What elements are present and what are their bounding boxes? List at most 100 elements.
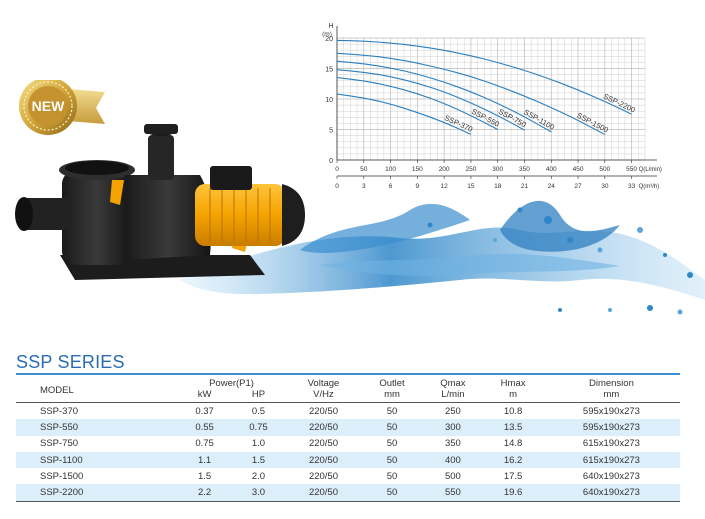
x-tick-label-lmin: 150 xyxy=(412,166,423,173)
cell-voltage: 220/50 xyxy=(308,405,338,417)
chart-axes xyxy=(336,26,657,179)
x-tick-label-lmin: 50 xyxy=(360,166,368,173)
header-hmax: Hmax xyxy=(483,373,543,389)
cell-hmax: 14.8 xyxy=(503,438,523,450)
x-tick-label-m3h: 27 xyxy=(574,183,582,190)
cell-hp: 3.0 xyxy=(231,484,286,502)
cell-hp: 0.75 xyxy=(231,419,286,436)
series-title: SSP SERIES xyxy=(16,352,125,372)
cell-hp: 1.0 xyxy=(251,438,266,450)
x-tick-label-m3h: 33 xyxy=(628,183,636,190)
y-tick-label: 0 xyxy=(329,158,333,165)
cell-dimension: 640x190x273 xyxy=(582,470,640,482)
cell-hp: 0.5 xyxy=(251,405,266,417)
cell-outlet: 50 xyxy=(361,419,423,436)
spec-table: MODEL Power(P1) Voltage Outlet Qmax Hmax… xyxy=(16,373,680,502)
x-tick-label-lmin: 0 xyxy=(335,166,339,173)
y-tick-label: 10 xyxy=(325,97,333,104)
cell-model: SSP-1500 xyxy=(40,470,84,482)
cell-model: SSP-2200 xyxy=(16,484,178,502)
cell-voltage: 220/50 xyxy=(285,451,362,469)
water-splash xyxy=(180,200,705,315)
header-qmax-unit: L/min xyxy=(422,389,484,403)
cell-hmax: 10.8 xyxy=(503,405,523,417)
x-tick-label-m3h: 24 xyxy=(548,183,556,190)
x-tick-label-lmin: 450 xyxy=(573,166,584,173)
cell-kw: 0.37 xyxy=(195,405,214,417)
series-line-ssp-1500 xyxy=(336,52,606,135)
cell-outlet: 50 xyxy=(386,405,398,417)
series-line-ssp-750 xyxy=(336,69,525,131)
cell-kw: 0.75 xyxy=(195,438,214,450)
y-tick-label: 20 xyxy=(325,36,333,43)
cell-hp: 1.5 xyxy=(231,451,286,469)
cell-voltage: 220/50 xyxy=(308,438,338,450)
pump-product-image xyxy=(15,124,305,280)
cell-dimension: 615x190x273 xyxy=(582,438,640,450)
x-tick-label-m3h: 9 xyxy=(416,183,420,190)
header-hmax-unit: m xyxy=(483,389,543,403)
header-power: Power(P1) xyxy=(177,373,286,389)
cell-dimension: 615x190x273 xyxy=(542,451,680,469)
header-dimension: Dimension xyxy=(542,373,680,389)
cell-kw: 1.5 xyxy=(197,470,212,482)
cell-outlet: 50 xyxy=(386,470,398,482)
y-axis-label: H xyxy=(328,23,333,30)
table-row: SSP-370 0.37 0.5 220/50 50 250 10.8 595x… xyxy=(16,403,680,420)
cell-voltage: 220/50 xyxy=(308,470,338,482)
x-tick-label-lmin: 400 xyxy=(546,166,557,173)
header-outlet-unit: mm xyxy=(361,389,423,403)
cell-model: SSP-550 xyxy=(16,419,178,436)
table-row: SSP-2200 2.2 3.0 220/50 50 550 19.6 640x… xyxy=(16,484,680,502)
x-tick-label-m3h: 30 xyxy=(601,183,609,190)
cell-qmax: 400 xyxy=(422,451,484,469)
y-tick-label: 15 xyxy=(325,67,333,74)
header-qmax: Qmax xyxy=(422,373,484,389)
x-tick-label-m3h: 21 xyxy=(521,183,529,190)
cell-outlet: 50 xyxy=(361,451,423,469)
cell-kw: 0.55 xyxy=(177,419,232,436)
header-voltage-unit: V/Hz xyxy=(285,389,362,403)
x-axis-label-m3h: Q(m³/h) xyxy=(639,184,660,190)
header-dimension-unit: mm xyxy=(542,389,680,403)
header-hp: HP xyxy=(231,389,286,403)
cell-hp: 2.0 xyxy=(251,470,266,482)
cell-model: SSP-1100 xyxy=(16,451,178,469)
cell-dimension: 595x190x273 xyxy=(542,419,680,436)
table-row: SSP-550 0.55 0.75 220/50 50 300 13.5 595… xyxy=(16,419,680,436)
series-line-ssp-370 xyxy=(336,93,472,135)
cell-qmax: 550 xyxy=(422,484,484,502)
chart-grid xyxy=(336,37,646,161)
product-artwork: NEW xyxy=(15,80,705,315)
cell-qmax: 250 xyxy=(444,405,461,417)
cell-hmax: 19.6 xyxy=(483,484,543,502)
cell-voltage: 220/50 xyxy=(285,419,362,436)
cell-model: SSP-370 xyxy=(40,405,79,417)
series-line-ssp-1100 xyxy=(336,60,552,133)
cell-hmax: 17.5 xyxy=(503,470,523,482)
cell-hmax: 16.2 xyxy=(483,451,543,469)
cell-kw: 1.1 xyxy=(177,451,232,469)
x-tick-label-lmin: 500 xyxy=(599,166,610,173)
series-line-ssp-2200 xyxy=(336,39,633,115)
x-tick-label-m3h: 3 xyxy=(362,183,366,190)
x-tick-label-lmin: 200 xyxy=(439,166,450,173)
x-tick-label-lmin: 550 xyxy=(626,166,637,173)
cell-dimension: 640x190x273 xyxy=(542,484,680,502)
cell-kw: 2.2 xyxy=(177,484,232,502)
x-axis-label-lmin: Q(L/min) xyxy=(639,167,662,173)
cell-hmax: 13.5 xyxy=(483,419,543,436)
x-tick-label-m3h: 15 xyxy=(467,183,475,190)
cell-model: SSP-750 xyxy=(40,438,79,450)
y-tick-label: 5 xyxy=(329,128,333,135)
x-tick-label-m3h: 18 xyxy=(494,183,502,190)
cell-qmax: 350 xyxy=(444,438,461,450)
header-kw: kW xyxy=(177,389,232,403)
header-voltage: Voltage xyxy=(285,373,362,389)
table-row: SSP-1500 1.5 2.0 220/50 50 500 17.5 640x… xyxy=(16,468,680,484)
chart-curves xyxy=(336,39,633,135)
x-tick-label-lmin: 250 xyxy=(465,166,476,173)
header-outlet: Outlet xyxy=(361,373,423,389)
cell-qmax: 300 xyxy=(422,419,484,436)
